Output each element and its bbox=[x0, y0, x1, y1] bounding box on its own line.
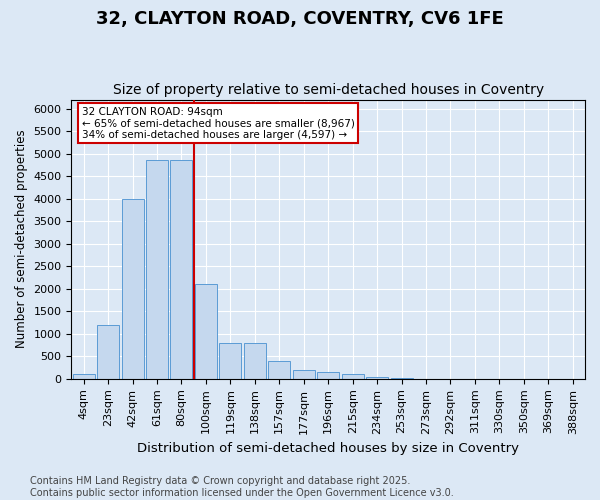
Bar bbox=[366, 378, 388, 379]
Text: Contains HM Land Registry data © Crown copyright and database right 2025.
Contai: Contains HM Land Registry data © Crown c… bbox=[30, 476, 454, 498]
Bar bbox=[317, 372, 339, 379]
Bar bbox=[170, 160, 193, 379]
Bar bbox=[146, 160, 168, 379]
Bar bbox=[97, 325, 119, 379]
Bar bbox=[122, 198, 143, 379]
X-axis label: Distribution of semi-detached houses by size in Coventry: Distribution of semi-detached houses by … bbox=[137, 442, 519, 455]
Title: Size of property relative to semi-detached houses in Coventry: Size of property relative to semi-detach… bbox=[113, 83, 544, 97]
Bar bbox=[268, 361, 290, 379]
Bar bbox=[195, 284, 217, 379]
Bar bbox=[341, 374, 364, 379]
Bar bbox=[293, 370, 315, 379]
Text: 32 CLAYTON ROAD: 94sqm
← 65% of semi-detached houses are smaller (8,967)
34% of : 32 CLAYTON ROAD: 94sqm ← 65% of semi-det… bbox=[82, 106, 355, 140]
Bar bbox=[244, 343, 266, 379]
Bar bbox=[220, 343, 241, 379]
Bar bbox=[73, 374, 95, 379]
Y-axis label: Number of semi-detached properties: Number of semi-detached properties bbox=[15, 130, 28, 348]
Text: 32, CLAYTON ROAD, COVENTRY, CV6 1FE: 32, CLAYTON ROAD, COVENTRY, CV6 1FE bbox=[96, 10, 504, 28]
